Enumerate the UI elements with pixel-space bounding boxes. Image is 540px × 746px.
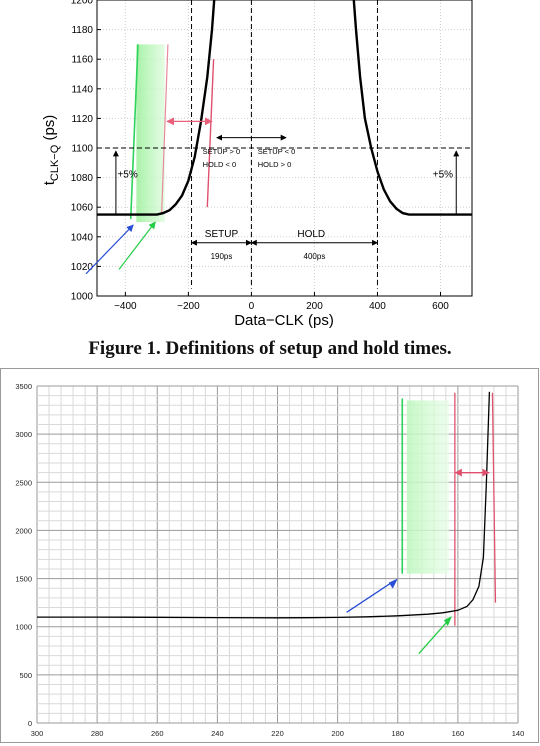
pink-line-right — [491, 392, 497, 603]
green-band-region — [401, 392, 497, 626]
y-tick-label: 1000 — [71, 292, 94, 303]
plus5-label-left: +5% — [117, 170, 137, 181]
green-band-region — [129, 44, 215, 223]
x-tick-label: 200 — [331, 729, 344, 738]
x-tick-label: 240 — [211, 729, 224, 738]
y-tick-label: 1000 — [15, 623, 32, 632]
green-arrowhead — [443, 616, 452, 627]
x-tick-label: 600 — [432, 301, 449, 312]
y-tick-label: 500 — [19, 671, 32, 680]
x-tick-label: 180 — [391, 729, 404, 738]
figure-caption: Figure 1. Definitions of setup and hold … — [88, 338, 452, 359]
x-tick-label: 200 — [306, 301, 323, 312]
y-tick-label: 1180 — [71, 25, 93, 36]
hold-positive-label: HOLD > 0 — [258, 160, 292, 169]
x-tick-label: −400 — [114, 301, 137, 312]
setup-positive-label: SETUP > 0 — [203, 147, 241, 156]
pink-line-right — [206, 59, 215, 208]
markers — [346, 468, 490, 655]
y-tick-label: 1160 — [71, 55, 93, 66]
y-tick-label: 1040 — [71, 232, 94, 243]
blue-pointer-arrow — [85, 224, 134, 275]
delay-curve-group — [37, 391, 491, 619]
setup-label: SETUP — [205, 229, 239, 240]
blue-pointer-arrow — [346, 579, 396, 613]
green-band — [136, 44, 165, 223]
setup-time-label: 190ps — [211, 252, 233, 261]
y-tick-label: 1060 — [71, 203, 94, 214]
x-tick-label: 140 — [512, 729, 525, 738]
y-tick-label: 1100 — [71, 144, 93, 155]
y-ticks: 0 500 1000 1500 2000 2500 3000 3500 — [15, 382, 32, 728]
y-tick-label: 0 — [28, 719, 32, 728]
y-tick-label: 1200 — [71, 0, 94, 7]
measured-delay-chart: 0 500 1000 1500 2000 2500 3000 3500 300 280 260 24… — [0, 368, 539, 743]
plus5-label-right: +5% — [433, 170, 453, 181]
y-tick-label: 3000 — [15, 430, 32, 439]
y-tick-label: 2000 — [15, 526, 32, 535]
pink-line-left — [161, 44, 169, 215]
x-tick-label: 300 — [31, 729, 44, 738]
delay-curve-group — [97, 0, 472, 216]
green-pointer-arrow — [118, 221, 156, 270]
y-tick-label: 1080 — [71, 173, 94, 184]
pink-arrowhead-right — [482, 468, 490, 477]
x-ticks: 300 280 260 240 220 200 180 160 140 — [31, 729, 525, 738]
x-ticks: −400 −200 0 200 400 600 — [114, 292, 449, 312]
y-tick-label: 2500 — [15, 478, 32, 487]
setup-negative-label: SETUP < 0 — [258, 147, 296, 156]
x-axis-label: Data−CLK (ps) — [234, 312, 334, 329]
hold-negative-label: HOLD < 0 — [203, 160, 237, 169]
y-axis-label: tCLK−Q (ps) — [41, 115, 61, 186]
x-tick-label: 220 — [271, 729, 284, 738]
green-band — [406, 400, 449, 574]
hold-label: HOLD — [297, 229, 325, 240]
y-tick-label: 1020 — [71, 262, 94, 273]
y-tick-label: 1500 — [15, 575, 32, 584]
delay-curve — [352, 0, 472, 216]
pink-arrowhead-left — [454, 468, 462, 477]
x-tick-label: −200 — [177, 301, 200, 312]
setup-hold-chart: 1000 1020 1040 1060 1080 1100 1120 1140 1160 1180… — [41, 0, 473, 329]
x-tick-label: 260 — [151, 729, 164, 738]
annotations: +5% +5% SETUP > 0 HOLD < 0 SETUP < 0 HOLD > 0… — [85, 117, 460, 275]
blue-arrowhead — [388, 578, 398, 589]
x-tick-label: 400 — [369, 301, 386, 312]
green-pointer-arrow — [418, 617, 451, 655]
delay-curve — [37, 391, 491, 619]
x-tick-label: 0 — [249, 301, 255, 312]
x-tick-label: 280 — [91, 729, 104, 738]
y-ticks: 1000 1020 1040 1060 1080 1100 1120 1140 1160 1180… — [71, 0, 101, 303]
y-tick-label: 1140 — [71, 84, 93, 95]
y-tick-label: 3500 — [15, 382, 32, 391]
y-tick-label: 1120 — [71, 114, 93, 125]
delay-curve — [97, 0, 216, 216]
x-tick-label: 160 — [452, 729, 465, 738]
hold-time-label: 400ps — [304, 252, 326, 261]
green-line — [129, 44, 139, 220]
